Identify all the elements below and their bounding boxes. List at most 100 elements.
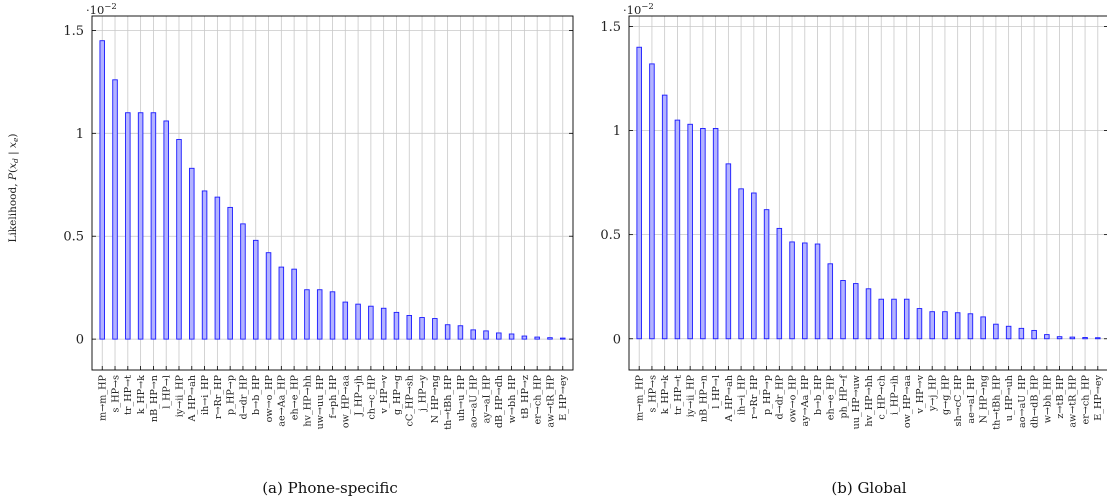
x-tick-label: th→tBh_HP <box>991 374 1002 429</box>
x-tick-label: iy→ii_HP <box>174 374 185 417</box>
x-tick-label: ao→aU_HP <box>469 374 480 428</box>
y-tick-label: 0 <box>613 332 621 347</box>
x-tick-label: w→bh_HP <box>1042 374 1053 423</box>
bar <box>304 289 310 340</box>
bar <box>840 280 846 340</box>
bar <box>649 63 655 340</box>
bar <box>929 311 935 340</box>
bar <box>1018 327 1025 340</box>
x-tick-label: cC_HP→sh <box>405 375 416 426</box>
x-tick-label: N_HP→ng <box>979 375 990 423</box>
bar <box>1095 337 1101 340</box>
bar <box>942 311 948 340</box>
x-tick-label: tB_HP→z <box>520 375 531 419</box>
bar <box>547 337 553 340</box>
x-tick-label: th→tBh_HP <box>443 374 454 429</box>
x-tick-label: u_HP→uh <box>1004 375 1015 421</box>
x-tick-label: l_HP→l <box>711 375 722 409</box>
bar <box>470 329 476 340</box>
x-tick-label: g_HP→g <box>392 375 403 415</box>
chart-panel-phone-specific: 0 0.5 1 1.5 m→m_HP s_HP→s tr_HP→t k_HP→k nB_HP→n… <box>63 2 574 430</box>
x-tick-label: nB_HP→n <box>698 375 709 422</box>
bar <box>457 325 464 340</box>
bar <box>265 252 272 340</box>
bar <box>1031 329 1037 340</box>
bar <box>725 163 732 340</box>
y-tick-label: 0.5 <box>600 228 621 243</box>
x-tick-label: hv_HP→hh <box>864 375 875 427</box>
x-tick-label: p_HP→p <box>762 375 773 415</box>
bar <box>380 307 387 340</box>
bar <box>687 123 693 340</box>
y-scale-exponent: ·10−2 <box>86 2 117 17</box>
x-tick-label: uw→uu_HP <box>315 374 326 429</box>
bar <box>751 192 757 340</box>
x-tick-label: tr_HP→t <box>673 375 684 415</box>
bar <box>865 288 872 340</box>
x-tick-label: c_HP→ch <box>877 375 888 420</box>
bar <box>150 112 157 340</box>
x-tick-label: ay→Aa_HP <box>800 374 811 426</box>
x-tick-label: d→dr_HP <box>775 374 786 419</box>
x-tick-label: dB_HP→dh <box>494 375 505 428</box>
x-tick-label: A_HP→ah <box>724 375 735 422</box>
bar <box>406 315 413 340</box>
bar <box>125 112 131 340</box>
bar <box>700 127 706 340</box>
bar <box>980 316 986 340</box>
bar <box>1044 334 1050 340</box>
x-tick-label: eh→e_HP <box>290 374 301 420</box>
bar <box>278 266 285 340</box>
x-tick-label: ae→Aa_HP <box>277 374 288 426</box>
bar <box>763 209 770 340</box>
x-tick-label: ow_HP→aa <box>902 375 913 428</box>
x-tick-label: z→tB_HP <box>1055 374 1066 418</box>
x-tick-label: sh→cC_HP <box>953 374 964 426</box>
bar <box>827 263 834 340</box>
bar <box>1056 336 1063 340</box>
bar <box>661 94 668 340</box>
bar <box>368 305 374 340</box>
x-tick-label: m→m_HP <box>98 374 109 420</box>
bar <box>214 196 221 340</box>
x-tick-label: er→ch_HP <box>1080 374 1091 424</box>
x-tick-label: ow→o_HP <box>787 374 798 422</box>
bar <box>137 112 144 340</box>
bar <box>738 188 744 340</box>
x-tick-label: p_HP→p <box>226 375 237 415</box>
y-tick-label: 1.5 <box>63 24 84 39</box>
x-tick-label: ow→o_HP <box>264 374 275 422</box>
x-tick-label: hv_HP→hh <box>302 375 313 427</box>
bar <box>534 336 540 340</box>
x-tick-label: iy→ii_HP <box>686 374 697 417</box>
bar <box>916 308 923 340</box>
x-tick-label: r→Rr_HP <box>213 374 224 419</box>
bar <box>355 303 361 340</box>
x-tick-label: ao→aU_HP <box>1017 374 1028 428</box>
y-axis-label: Likelihood, P(xd | xe) <box>7 133 20 242</box>
bar <box>802 242 808 340</box>
y-tick-label: 0.5 <box>63 230 84 245</box>
bar <box>201 190 208 340</box>
bar <box>291 268 297 340</box>
x-tick-label: v_HP→v <box>915 374 926 414</box>
x-tick-label: E_HP→ey <box>1093 374 1104 420</box>
bar <box>112 79 118 340</box>
x-tick-label: ih→i_HP <box>200 374 211 415</box>
bar <box>674 119 681 340</box>
x-tick-label: uu_HP→uw <box>851 374 862 429</box>
x-tick-label: E_HP→ey <box>558 374 569 420</box>
x-tick-label: ch→c_HP <box>366 374 377 419</box>
bar <box>419 317 425 340</box>
bar <box>176 139 182 340</box>
caption-global: (b) Global <box>831 479 906 497</box>
bar <box>99 40 105 340</box>
x-tick-label: er→ch_HP <box>533 374 544 424</box>
bar <box>878 298 884 340</box>
x-tick-label: j_HP→y <box>417 374 428 412</box>
bar <box>163 120 169 340</box>
bar <box>444 324 451 340</box>
x-tick-label: aw→tR_HP <box>1068 374 1079 427</box>
x-tick-label: w→bh_HP <box>507 374 518 423</box>
